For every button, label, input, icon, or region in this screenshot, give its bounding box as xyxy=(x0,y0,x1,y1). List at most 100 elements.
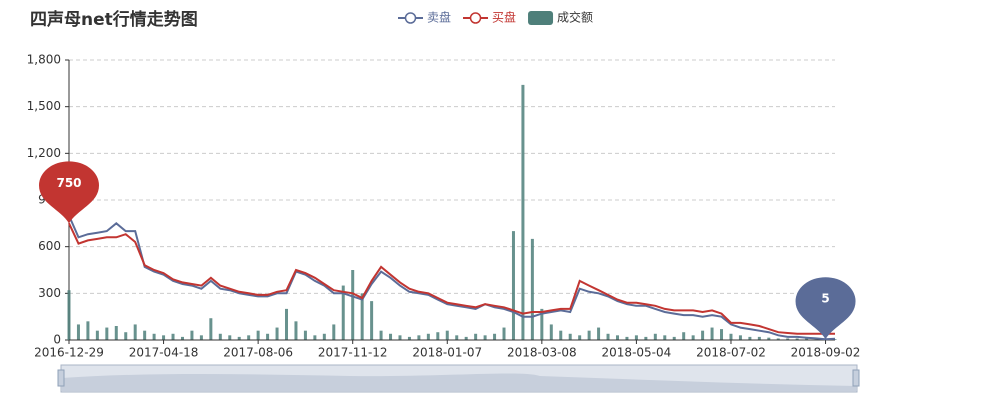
legend-label: 成交额 xyxy=(557,10,593,25)
legend-item[interactable]: 卖盘 xyxy=(398,10,451,25)
bar xyxy=(133,324,137,340)
bar xyxy=(285,308,289,340)
bar xyxy=(360,293,364,340)
legend-item[interactable]: 成交额 xyxy=(528,10,593,26)
bar xyxy=(578,335,582,340)
bar xyxy=(720,329,724,340)
bar xyxy=(795,338,799,340)
bar xyxy=(729,333,733,340)
legend-item[interactable]: 买盘 xyxy=(463,10,516,25)
bar xyxy=(587,330,591,340)
bar xyxy=(634,335,638,340)
x-tick-label: 2018-01-07 xyxy=(412,346,482,360)
legend-label: 卖盘 xyxy=(427,10,451,25)
bar xyxy=(521,84,525,340)
x-tick-label: 2018-07-02 xyxy=(696,346,766,360)
bar xyxy=(256,330,260,340)
zoom-preview xyxy=(62,373,856,391)
bar xyxy=(143,330,147,340)
bar xyxy=(152,333,156,340)
mark-label: 750 xyxy=(56,176,81,190)
bar xyxy=(426,333,430,340)
line xyxy=(68,215,836,341)
x-tick-label: 2017-08-06 xyxy=(223,346,293,360)
bar xyxy=(568,333,572,340)
bar xyxy=(313,335,317,340)
bar xyxy=(398,335,402,340)
bar xyxy=(606,333,610,340)
bar xyxy=(76,324,80,340)
bar xyxy=(672,336,676,340)
y-tick-label: 1,200 xyxy=(27,146,61,160)
mark-pin xyxy=(795,277,856,340)
bar xyxy=(379,330,383,340)
bar xyxy=(549,324,553,340)
bar xyxy=(228,335,232,340)
bar xyxy=(114,326,118,340)
legend-swatch xyxy=(469,12,482,24)
data-zoom[interactable] xyxy=(57,364,860,393)
bar xyxy=(247,335,251,340)
mark-pin xyxy=(39,161,99,224)
bar xyxy=(757,336,761,340)
x-tick-label: 2017-04-18 xyxy=(129,346,199,360)
bar xyxy=(455,335,459,340)
bar xyxy=(209,318,213,340)
bar xyxy=(190,330,194,340)
bar xyxy=(805,338,809,340)
bar xyxy=(322,333,326,340)
bar xyxy=(303,330,307,340)
zoom-handle[interactable] xyxy=(852,369,860,387)
x-tick-label: 2018-05-04 xyxy=(602,346,672,360)
x-tick-label: 2018-03-08 xyxy=(507,346,577,360)
bar xyxy=(559,330,563,340)
bar xyxy=(597,327,601,340)
bar xyxy=(436,332,440,340)
bar xyxy=(474,333,478,340)
bar xyxy=(105,327,109,340)
x-tick-label: 2017-11-12 xyxy=(318,346,388,360)
bar xyxy=(748,336,752,340)
line xyxy=(68,222,835,335)
bar xyxy=(682,332,686,340)
bar xyxy=(710,327,714,340)
bar xyxy=(86,321,90,340)
legend-swatch xyxy=(404,12,417,24)
bar xyxy=(266,333,270,340)
bar xyxy=(625,336,629,340)
y-tick-label: 300 xyxy=(38,286,61,300)
y-tick-label: 600 xyxy=(38,239,61,253)
x-tick-label: 2018-09-02 xyxy=(791,346,861,360)
bar xyxy=(294,321,298,340)
y-tick-label: 1,800 xyxy=(27,53,61,67)
bar xyxy=(738,335,742,340)
bar xyxy=(701,330,705,340)
bar xyxy=(767,337,771,340)
bar xyxy=(776,338,780,340)
bar xyxy=(332,324,336,340)
bar xyxy=(162,335,166,340)
bar xyxy=(199,335,203,340)
y-tick-label: 0 xyxy=(53,333,61,347)
mark-label: 5 xyxy=(821,292,829,306)
bar xyxy=(275,327,279,340)
bar xyxy=(663,335,667,340)
bar xyxy=(417,335,421,340)
bar xyxy=(95,330,99,340)
zoom-handle[interactable] xyxy=(57,369,65,387)
bar xyxy=(511,231,515,340)
bar xyxy=(180,336,184,340)
bar xyxy=(540,308,544,340)
bar xyxy=(483,335,487,340)
bar xyxy=(407,336,411,340)
bar xyxy=(124,332,128,340)
bar xyxy=(530,238,534,340)
bar xyxy=(370,301,374,340)
y-tick-label: 1,500 xyxy=(27,99,61,113)
bar xyxy=(493,333,497,340)
chart-title: 四声母net行情走势图 xyxy=(30,9,198,30)
bar xyxy=(341,285,345,340)
bar xyxy=(615,335,619,340)
legend-swatch xyxy=(528,11,554,25)
